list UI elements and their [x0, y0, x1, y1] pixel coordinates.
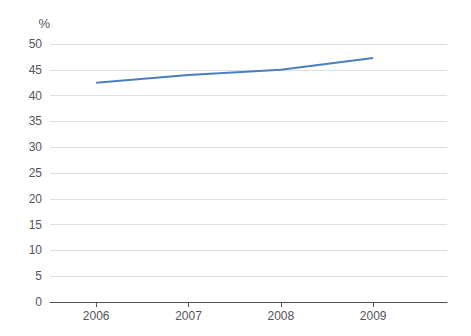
- svg-text:2008: 2008: [267, 309, 294, 323]
- svg-text:20: 20: [29, 192, 43, 206]
- svg-text:25: 25: [29, 166, 43, 180]
- svg-text:35: 35: [29, 114, 43, 128]
- svg-text:2007: 2007: [175, 309, 202, 323]
- svg-text:2009: 2009: [360, 309, 387, 323]
- svg-text:40: 40: [29, 89, 43, 103]
- svg-text:30: 30: [29, 140, 43, 154]
- svg-text:5: 5: [35, 269, 42, 283]
- svg-text:2006: 2006: [83, 309, 110, 323]
- svg-text:15: 15: [29, 218, 43, 232]
- svg-text:10: 10: [29, 243, 43, 257]
- svg-text:%: %: [38, 16, 50, 31]
- svg-text:45: 45: [29, 63, 43, 77]
- svg-text:50: 50: [29, 37, 43, 51]
- svg-text:0: 0: [35, 295, 42, 309]
